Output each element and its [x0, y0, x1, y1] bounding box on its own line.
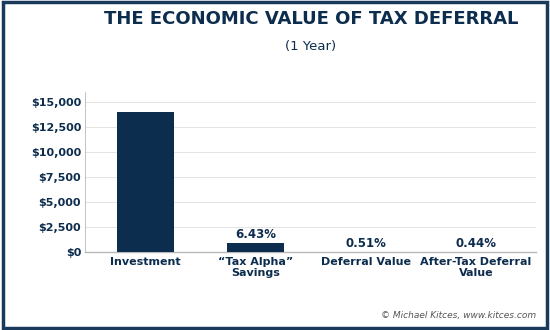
Text: THE ECONOMIC VALUE OF TAX DEFERRAL: THE ECONOMIC VALUE OF TAX DEFERRAL: [103, 10, 518, 28]
Text: 0.44%: 0.44%: [455, 237, 496, 250]
Text: (1 Year): (1 Year): [285, 40, 336, 52]
Bar: [117, 113, 174, 252]
Text: © Michael Kitces, www.kitces.com: © Michael Kitces, www.kitces.com: [381, 311, 536, 320]
Text: 6.43%: 6.43%: [235, 228, 276, 242]
Text: 0.51%: 0.51%: [345, 237, 386, 250]
Bar: [227, 244, 284, 252]
